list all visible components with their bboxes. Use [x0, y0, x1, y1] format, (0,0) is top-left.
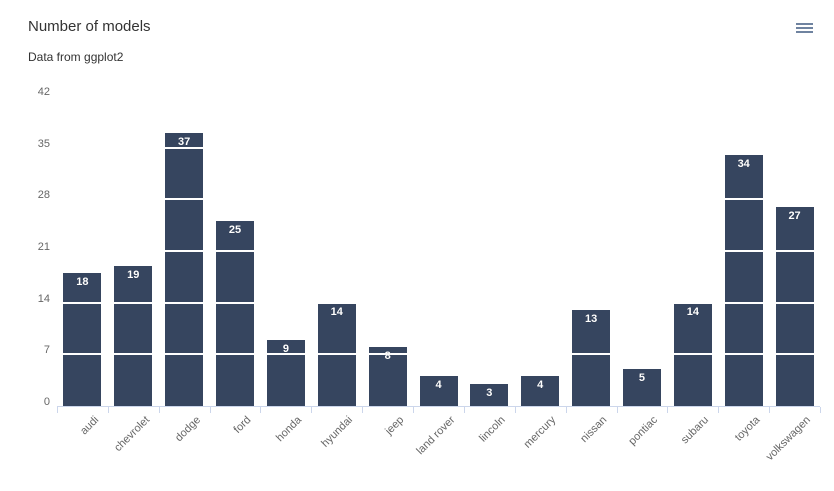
- x-axis-tick: [57, 407, 58, 413]
- x-axis-label: chevrolet: [111, 414, 152, 455]
- x-axis-tick: [565, 407, 567, 413]
- hamburger-line: [796, 31, 813, 33]
- x-axis-tick: [718, 407, 720, 413]
- bar-honda[interactable]: [266, 339, 305, 406]
- x-axis-label: land rover: [413, 414, 457, 458]
- grid-line: [57, 95, 820, 97]
- bar-ford[interactable]: [216, 221, 255, 406]
- bar-value-label: 8: [384, 349, 391, 362]
- x-axis-label: volkswagen: [763, 414, 814, 464]
- bar-value-label: 18: [76, 276, 89, 289]
- bar-nissan[interactable]: [572, 310, 611, 406]
- x-axis-tick: [463, 407, 465, 413]
- bar-pontiac[interactable]: [622, 369, 661, 406]
- y-axis-label: 21: [37, 241, 50, 253]
- x-axis-tick: [209, 407, 211, 413]
- bar-value-label: 3: [486, 386, 493, 399]
- bar-value-label: 34: [737, 158, 750, 171]
- bar-value-label: 25: [228, 224, 242, 237]
- y-axis-label: 28: [37, 189, 50, 202]
- x-axis-label: toyota: [732, 414, 763, 444]
- x-axis-label: jeep: [382, 414, 407, 438]
- y-axis-label: 0: [43, 396, 50, 408]
- bar-value-label: 4: [435, 379, 442, 392]
- context-menu-button[interactable]: [792, 19, 817, 39]
- x-axis-label: pontiac: [626, 414, 661, 448]
- x-axis-label: ford: [231, 414, 254, 436]
- x-axis-tick: [362, 407, 364, 413]
- x-axis-tick: [820, 407, 821, 413]
- x-axis-label: hyundai: [319, 414, 356, 450]
- x-axis-tick: [260, 407, 262, 413]
- bar-value-label: 27: [788, 209, 801, 222]
- y-axis-label: 7: [43, 344, 50, 357]
- bar-volkswagen[interactable]: [775, 206, 814, 406]
- grid-line: [57, 250, 820, 252]
- chart-title: Number of models: [28, 18, 151, 35]
- bar-value-label: 19: [127, 268, 140, 281]
- bar-chevrolet[interactable]: [114, 265, 153, 406]
- x-axis-tick: [107, 407, 109, 413]
- y-axis-label: 35: [37, 137, 50, 150]
- y-axis-label: 14: [37, 292, 50, 305]
- bar-jeep[interactable]: [368, 346, 407, 406]
- bar-audi[interactable]: [63, 273, 102, 406]
- x-axis-line: [57, 406, 820, 407]
- hamburger-line: [796, 27, 813, 29]
- bar-dodge[interactable]: [165, 132, 204, 406]
- x-axis-tick: [769, 407, 771, 413]
- x-axis-tick: [158, 407, 160, 413]
- grid-line: [57, 146, 820, 149]
- bar-value-label: 13: [584, 313, 598, 326]
- bar-value-label: 5: [638, 372, 646, 385]
- bar-value-label: 4: [537, 379, 544, 392]
- bar-lincoln[interactable]: [470, 383, 509, 406]
- bar-mercury[interactable]: [521, 376, 560, 406]
- x-axis-tick: [667, 407, 669, 413]
- x-axis-label: lincoln: [477, 414, 508, 445]
- grid-line: [57, 353, 820, 356]
- x-axis-tick: [413, 407, 415, 413]
- x-axis-tick: [616, 407, 618, 413]
- x-axis-label: mercury: [522, 414, 559, 451]
- x-axis-label: dodge: [172, 414, 203, 445]
- grid-line: [57, 198, 820, 201]
- bar-toyota[interactable]: [724, 155, 763, 406]
- x-axis-label: nissan: [578, 414, 610, 445]
- hamburger-line: [796, 23, 813, 25]
- grid-line: [57, 301, 820, 304]
- bar-value-label: 9: [282, 342, 289, 355]
- x-axis-tick: [311, 407, 313, 413]
- x-axis-tick: [514, 407, 516, 413]
- y-axis-label: 42: [37, 86, 50, 98]
- x-axis-label: honda: [274, 414, 305, 445]
- bar-land-rover[interactable]: [419, 376, 458, 406]
- hamburger-menu-icon: [796, 23, 813, 33]
- x-axis-label: subaru: [679, 414, 712, 447]
- x-axis-label: audi: [77, 414, 101, 438]
- bar-value-label: 14: [686, 305, 699, 318]
- chart-subtitle: Data from ggplot2: [28, 50, 124, 64]
- bar-value-label: 14: [330, 305, 343, 318]
- bar-value-label: 37: [178, 135, 191, 148]
